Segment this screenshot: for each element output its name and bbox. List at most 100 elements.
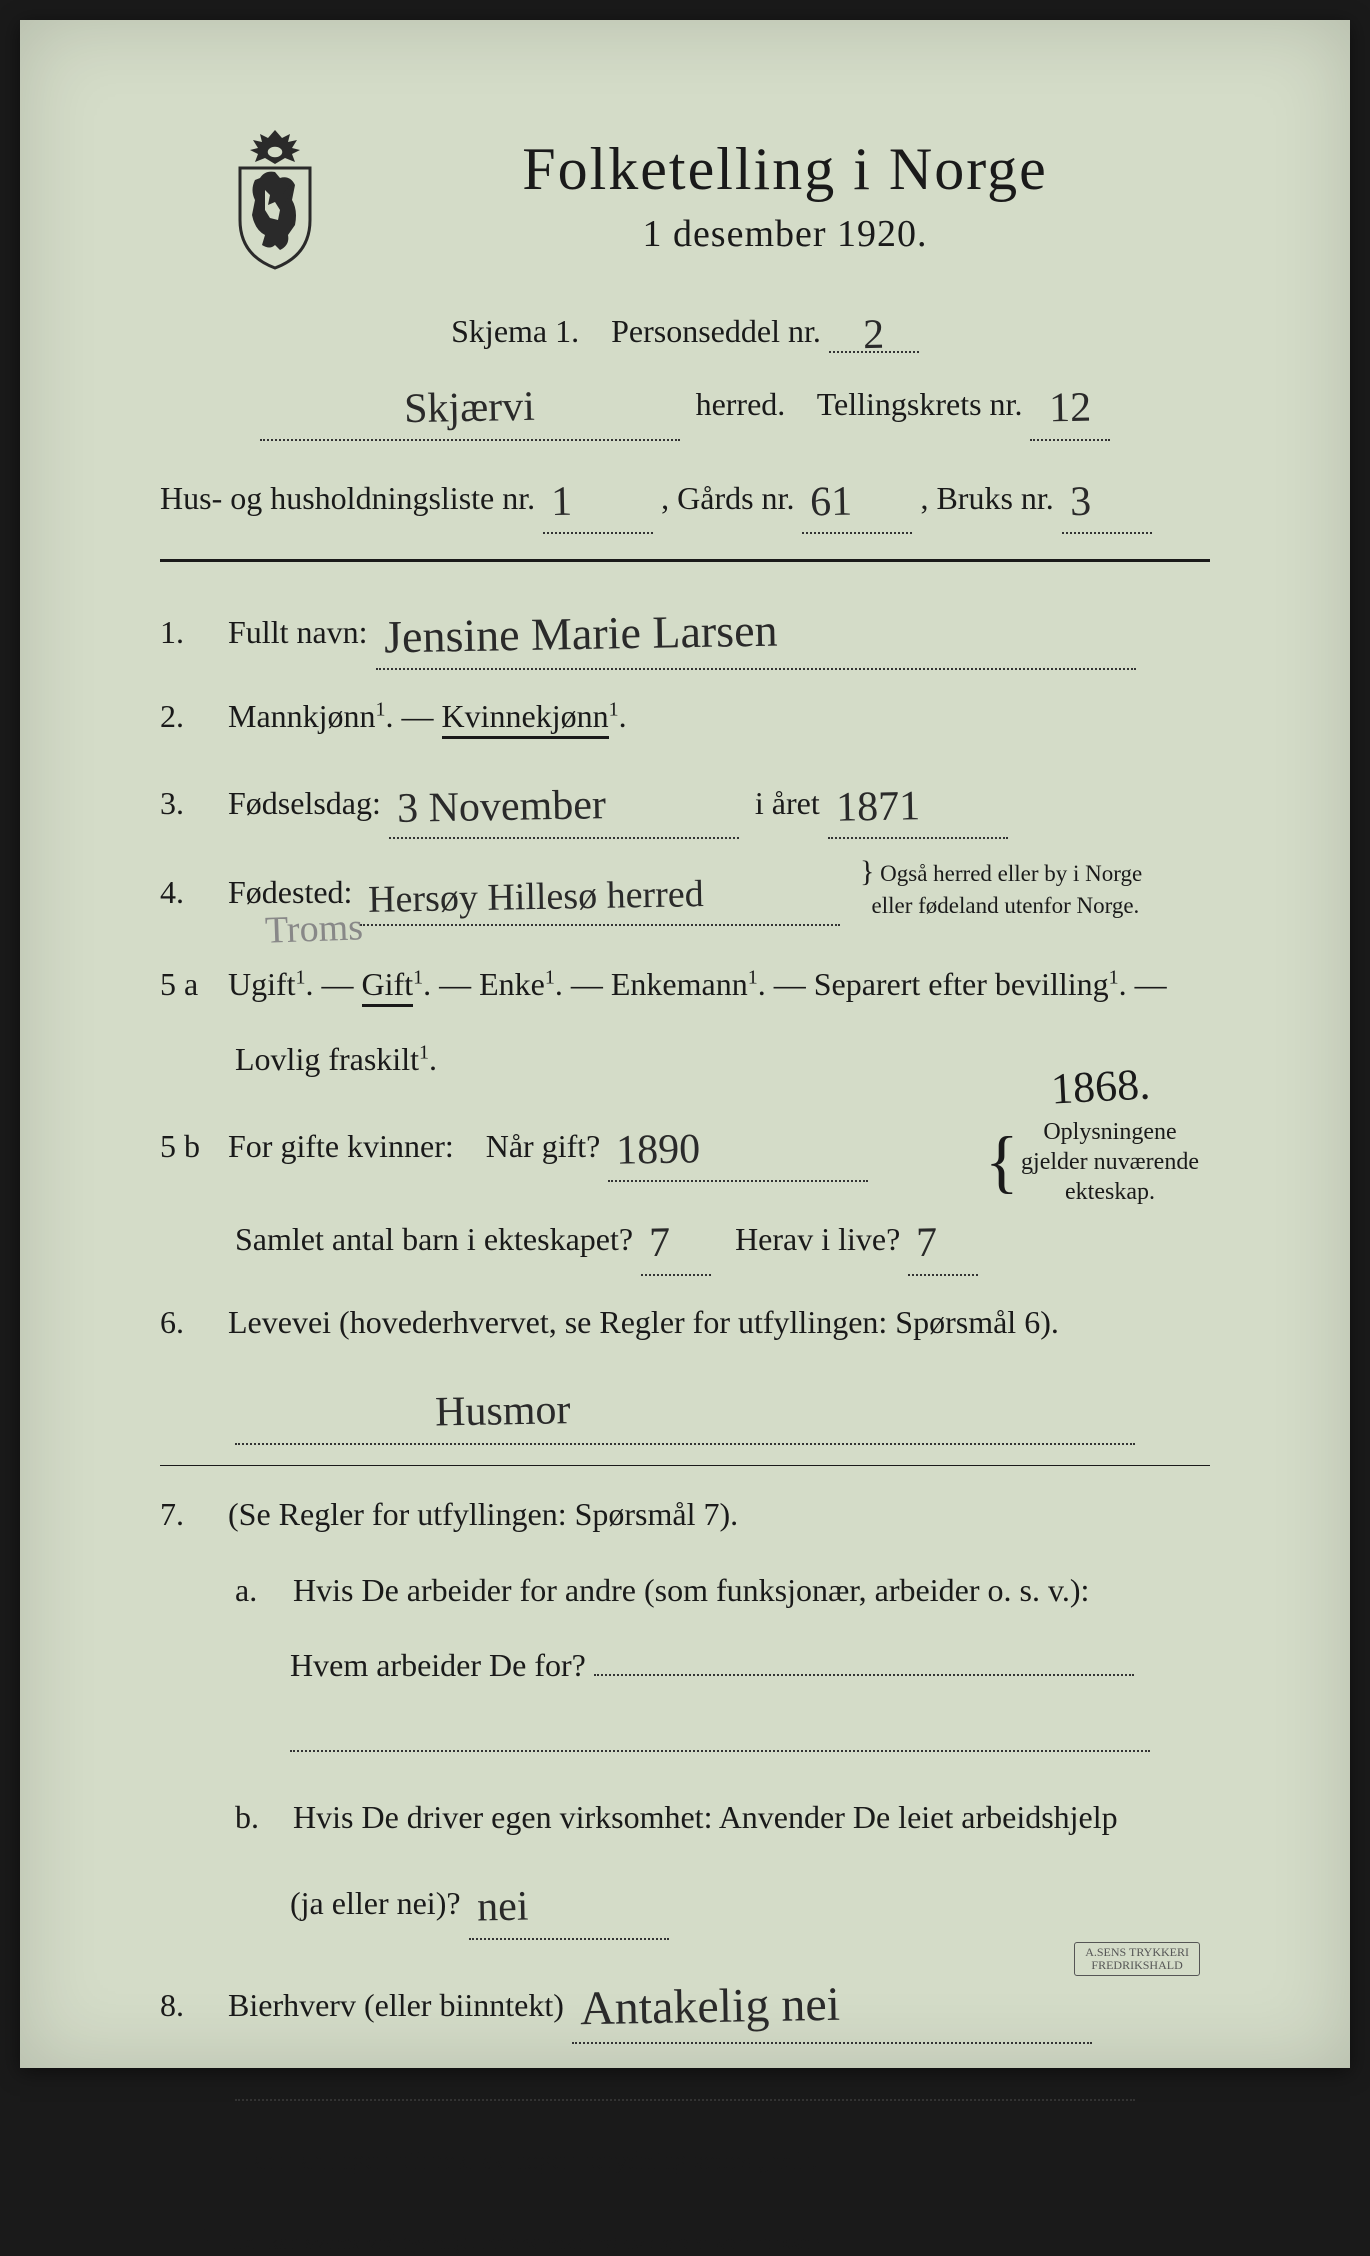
subtitle: 1 desember 1920. (360, 212, 1210, 256)
q2-dash: — (402, 698, 442, 734)
q4-pencil-note: Troms (264, 893, 364, 965)
q7b-row-1: b. Hvis De driver egen virksomhet: Anven… (160, 1789, 1210, 1847)
herred-value: Skjærvi (396, 370, 544, 448)
printer-stamp: A.SENS TRYKKERI FREDRIKSHALD (1074, 1942, 1200, 1976)
herred-field: Skjærvi (260, 365, 680, 441)
q8-row: 8. Bierhverv (eller biinntekt) Antakelig… (160, 1958, 1210, 2044)
q1-row: 1. Fullt navn: Jensine Marie Larsen (160, 587, 1210, 670)
q7-num: 7. (160, 1486, 220, 1544)
q4-num: 4. (160, 864, 220, 922)
q7a-text-2: Hvem arbeider De for? (290, 1647, 586, 1683)
main-title: Folketelling i Norge (360, 135, 1210, 204)
q5a-num: 5 a (160, 956, 220, 1014)
q6-num: 6. (160, 1294, 220, 1352)
tellingskrets-label: Tellingskrets nr. (817, 386, 1023, 422)
q6-label: Levevei (hovederhvervet, se Regler for u… (228, 1304, 1059, 1340)
q2-kvinne-selected: Kvinnekjønn (442, 698, 609, 739)
q1-label: Fullt navn: (228, 614, 368, 650)
q5b-note-2: gjelder nuværende (1021, 1149, 1199, 1175)
q1-value: Jensine Marie Larsen (375, 590, 786, 680)
q4-note-1: Også herred eller by i Norge (880, 861, 1142, 886)
q4-side-note: } Også herred eller by i Norge eller fød… (860, 852, 1210, 921)
q4-row: 4. Fødested: Hersøy Hillesø herred } Ogs… (160, 857, 1210, 925)
bruks-value: 3 (1061, 464, 1099, 540)
q7a-num: a. (235, 1562, 285, 1620)
q7b-text: Hvis De driver egen virksomhet: Anvender… (293, 1799, 1118, 1835)
q1-num: 1. (160, 604, 220, 662)
bruks-field: 3 (1062, 459, 1152, 535)
q5a-enkemann: Enkemann (611, 966, 748, 1002)
q3-label: Fødselsdag: (228, 785, 381, 821)
q7a-row-3 (160, 1713, 1210, 1771)
q8-label: Bierhverv (eller biinntekt) (228, 1987, 564, 2023)
hush-value: 1 (543, 464, 581, 540)
coat-of-arms (220, 120, 330, 270)
personseddel-nr-field: 2 (829, 305, 919, 353)
q1-field: Jensine Marie Larsen (376, 587, 1136, 670)
q5a-row-1: 5 a Ugift1. — Gift1. — Enke1. — Enkemann… (160, 956, 1210, 1014)
q5b-num: 5 b (160, 1118, 220, 1176)
q7b-paren: (ja eller nei)? (290, 1885, 461, 1921)
q5b-note-1: Oplysningene (1043, 1119, 1176, 1145)
gards-field: 61 (802, 459, 912, 535)
meta-row-1: Skjema 1. Personseddel nr. 2 (160, 305, 1210, 353)
q5b-nar-gift-value: 1890 (608, 1112, 709, 1189)
q5b-brace-note: Oplysningene gjelder nuværende ekteskap. (1010, 1117, 1210, 1207)
q3-row: 3. Fødselsdag: 3 November i året 1871 (160, 764, 1210, 840)
divider-1 (160, 559, 1210, 562)
q3-year-field: 1871 (828, 764, 1008, 840)
q5a-gift-selected: Gift (362, 966, 414, 1007)
q5b-barn-value: 7 (641, 1206, 679, 1282)
footnote: 1 Her kan svares ved tydelig understrekn… (160, 2225, 1210, 2255)
q2-num: 2. (160, 688, 220, 746)
q6-field: Husmor (235, 1370, 1135, 1446)
q3-year-value: 1871 (827, 769, 928, 846)
stamp-line-1: A.SENS TRYKKERI (1085, 1945, 1189, 1959)
q5b-nar-gift-field: 1890 (608, 1107, 868, 1183)
q5b-row-2: Samlet antal barn i ekteskapet? 7 Herav … (160, 1200, 1210, 1276)
divider-3 (160, 2204, 1210, 2205)
q5b-live-value: 7 (908, 1206, 946, 1282)
q7-row-1: 7. (Se Regler for utfyllingen: Spørsmål … (160, 1486, 1210, 1544)
q8-num: 8. (160, 1977, 220, 2035)
q6-value: Husmor (234, 1373, 579, 1455)
q7b-num: b. (235, 1789, 285, 1847)
q7b-field: nei (469, 1864, 669, 1940)
tellingskrets-field: 12 (1030, 365, 1110, 441)
q5b-barn-field: 7 (641, 1200, 711, 1276)
q6-row-2: Husmor (160, 1370, 1210, 1446)
gards-label: , Gårds nr. (661, 480, 794, 516)
footer-note: Har man ingen biintekt av nogen betydnin… (160, 2138, 1210, 2185)
document-page: Folketelling i Norge 1 desember 1920. Sk… (20, 20, 1350, 2068)
q4-field: Hersøy Hillesø herred (360, 857, 840, 925)
q7a-row-1: a. Hvis De arbeider for andre (som funks… (160, 1562, 1210, 1620)
q7-label: (Se Regler for utfyllingen: Spørsmål 7). (228, 1496, 738, 1532)
header: Folketelling i Norge 1 desember 1920. (160, 120, 1210, 270)
q4-note-2: eller fødeland utenfor Norge. (872, 893, 1140, 918)
q3-year-label: i året (755, 785, 820, 821)
divider-2 (160, 1465, 1210, 1466)
meta-row-2: Skjærvi herred. Tellingskrets nr. 12 (160, 365, 1210, 441)
q3-daymonth-field: 3 November (389, 764, 739, 840)
q5b-nar-gift-label: Når gift? (486, 1128, 601, 1164)
q3-daymonth-value: 3 November (388, 768, 614, 848)
q8-row-2 (160, 2062, 1210, 2120)
meta-row-3: Hus- og husholdningsliste nr. 1 , Gårds … (160, 459, 1210, 535)
hush-label: Hus- og husholdningsliste nr. (160, 480, 535, 516)
q8-field: Antakelig nei (572, 1958, 1092, 2044)
q7b-row-2: (ja eller nei)? nei (160, 1864, 1210, 1940)
hush-field: 1 (543, 459, 653, 535)
q3-num: 3. (160, 775, 220, 833)
q5a-fraskilt: Lovlig fraskilt (235, 1041, 419, 1077)
stamp-line-2: FREDRIKSHALD (1091, 1958, 1182, 1972)
title-block: Folketelling i Norge 1 desember 1920. (360, 120, 1210, 256)
q2-row: 2. Mannkjønn1. — Kvinnekjønn1. (160, 688, 1210, 746)
skjema-label: Skjema 1. (451, 313, 579, 349)
q7a-row-2: Hvem arbeider De for? (160, 1637, 1210, 1695)
personseddel-label: Personseddel nr. (611, 313, 821, 349)
q7a-text-1: Hvis De arbeider for andre (som funksjon… (293, 1572, 1089, 1608)
q8-value: Antakelig nei (571, 1961, 848, 2052)
gards-value: 61 (802, 464, 861, 541)
herred-label: herred. (696, 386, 786, 422)
q5a-separert: Separert efter bevilling (814, 966, 1109, 1002)
